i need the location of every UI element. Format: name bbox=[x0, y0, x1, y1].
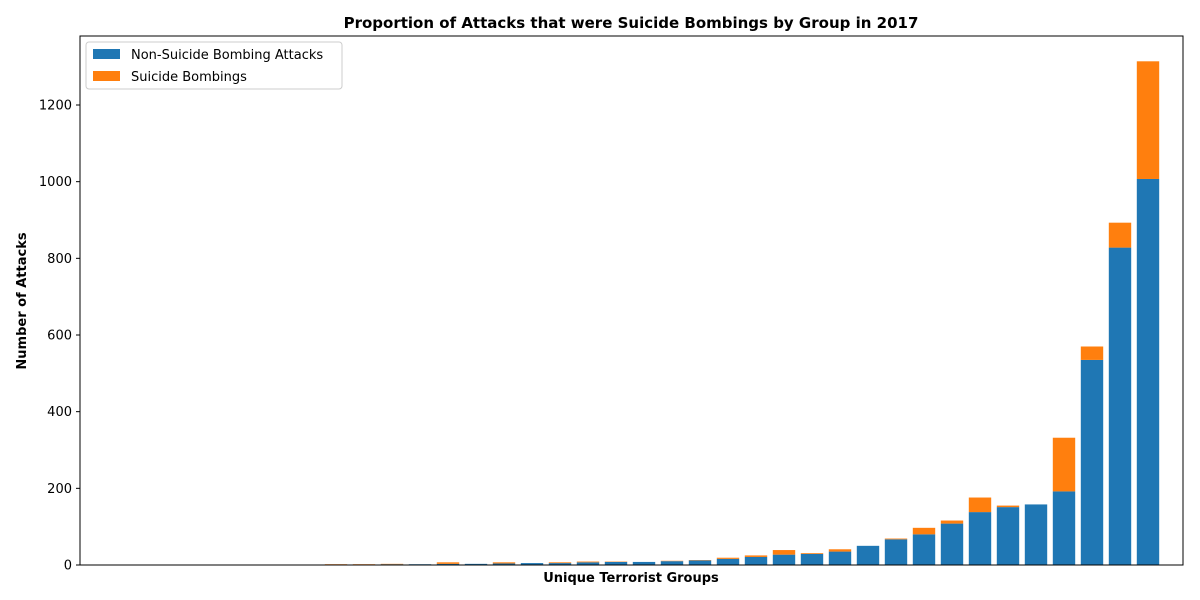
bar-non-suicide-24 bbox=[772, 554, 796, 565]
bar-suicide-25 bbox=[800, 553, 824, 554]
y-tick-label-800: 800 bbox=[47, 252, 72, 267]
bar-suicide-17 bbox=[576, 561, 600, 563]
bar-suicide-29 bbox=[912, 527, 936, 535]
chart-title: Proportion of Attacks that were Suicide … bbox=[344, 14, 919, 32]
bar-non-suicide-14 bbox=[492, 563, 516, 565]
y-tick-label-200: 200 bbox=[47, 482, 72, 497]
bar-suicide-14 bbox=[492, 562, 516, 564]
bar-suicide-16 bbox=[548, 562, 572, 564]
plot-frame bbox=[79, 35, 1184, 566]
y-tick-label-1000: 1000 bbox=[39, 175, 72, 190]
bar-non-suicide-23 bbox=[744, 556, 768, 565]
bar-suicide-28 bbox=[884, 538, 908, 540]
bar-non-suicide-19 bbox=[632, 561, 656, 565]
bar-non-suicide-13 bbox=[464, 563, 488, 565]
bar-non-suicide-26 bbox=[828, 551, 852, 565]
bar-non-suicide-32 bbox=[996, 507, 1020, 565]
bar-non-suicide-16 bbox=[548, 563, 572, 565]
bar-suicide-26 bbox=[828, 549, 852, 552]
bar-non-suicide-31 bbox=[968, 512, 992, 565]
bar-non-suicide-21 bbox=[688, 560, 712, 565]
bar-suicide-35 bbox=[1080, 346, 1104, 360]
y-tick-label-0: 0 bbox=[64, 559, 72, 574]
bar-non-suicide-27 bbox=[856, 545, 880, 565]
y-axis: 0 200 400 600 800 1000 1200 bbox=[39, 99, 80, 574]
bar-suicide-24 bbox=[772, 550, 796, 555]
y-axis-label: Number of Attacks bbox=[15, 232, 30, 369]
bar-non-suicide-12 bbox=[436, 563, 460, 565]
legend-label-suicide: Suicide Bombings bbox=[131, 70, 247, 85]
bars-layer bbox=[324, 61, 1160, 566]
bar-non-suicide-28 bbox=[884, 539, 908, 565]
bar-non-suicide-36 bbox=[1108, 247, 1132, 565]
bar-non-suicide-20 bbox=[660, 561, 684, 565]
bar-non-suicide-34 bbox=[1052, 491, 1076, 565]
legend-swatch-non-suicide bbox=[93, 49, 120, 59]
legend-label-non-suicide: Non-Suicide Bombing Attacks bbox=[131, 48, 323, 63]
bar-suicide-37 bbox=[1136, 61, 1160, 179]
bar-non-suicide-18 bbox=[604, 561, 628, 565]
bar-suicide-32 bbox=[996, 505, 1020, 508]
bar-non-suicide-37 bbox=[1136, 178, 1160, 566]
x-axis-label: Unique Terrorist Groups bbox=[543, 571, 719, 586]
legend-box bbox=[85, 41, 343, 90]
y-tick-label-400: 400 bbox=[47, 405, 72, 420]
legend-swatch-suicide bbox=[93, 71, 120, 81]
bar-suicide-22 bbox=[716, 557, 740, 559]
bar-non-suicide-17 bbox=[576, 562, 600, 565]
y-tick-label-600: 600 bbox=[47, 329, 72, 344]
bar-non-suicide-15 bbox=[520, 563, 544, 565]
bar-suicide-31 bbox=[968, 497, 992, 513]
bar-non-suicide-29 bbox=[912, 534, 936, 565]
y-tick-label-1200: 1200 bbox=[39, 99, 72, 114]
bar-suicide-36 bbox=[1108, 222, 1132, 248]
bar-non-suicide-33 bbox=[1024, 504, 1048, 565]
bar-suicide-34 bbox=[1052, 437, 1076, 492]
bar-suicide-12 bbox=[436, 562, 460, 564]
bar-non-suicide-30 bbox=[940, 523, 964, 565]
bar-non-suicide-25 bbox=[800, 553, 824, 565]
legend: Non-Suicide Bombing Attacks Suicide Bomb… bbox=[85, 41, 343, 90]
bar-suicide-30 bbox=[940, 520, 964, 524]
bar-non-suicide-22 bbox=[716, 558, 740, 565]
bar-non-suicide-35 bbox=[1080, 359, 1104, 565]
bar-suicide-23 bbox=[744, 555, 768, 557]
